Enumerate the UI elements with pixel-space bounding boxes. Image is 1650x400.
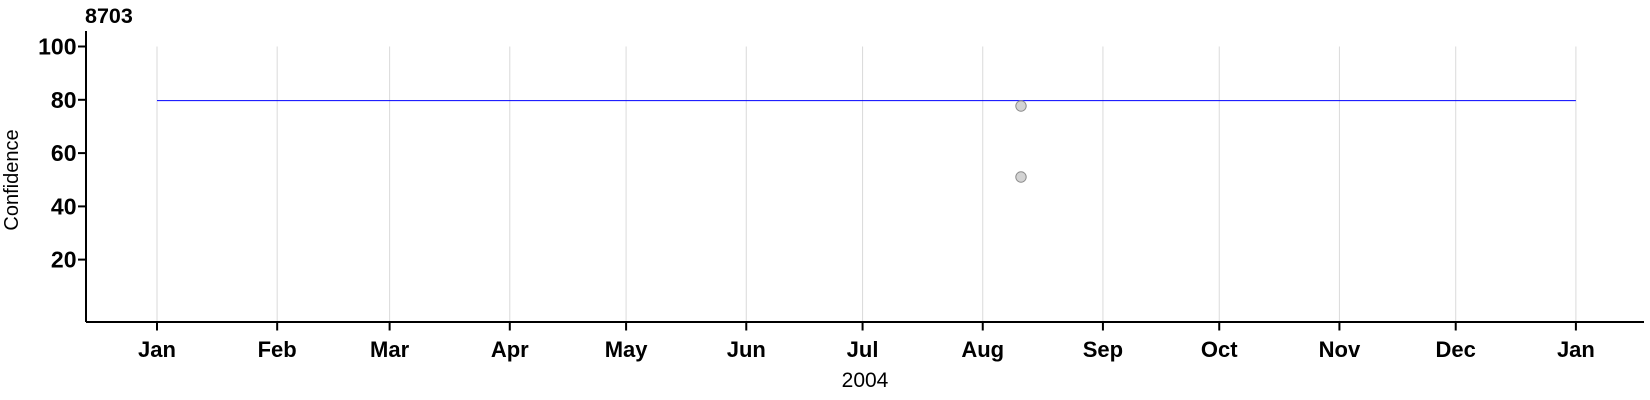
- svg-text:40: 40: [51, 193, 77, 219]
- svg-text:Jan: Jan: [138, 337, 176, 362]
- svg-text:Apr: Apr: [491, 337, 529, 362]
- svg-text:Jul: Jul: [847, 337, 879, 362]
- svg-text:8703: 8703: [85, 4, 133, 28]
- svg-text:Dec: Dec: [1436, 337, 1476, 362]
- svg-text:Mar: Mar: [370, 337, 410, 362]
- svg-text:20: 20: [51, 247, 77, 273]
- svg-text:100: 100: [38, 34, 76, 60]
- svg-text:60: 60: [51, 140, 77, 166]
- svg-text:Aug: Aug: [961, 337, 1004, 362]
- svg-text:Oct: Oct: [1201, 337, 1238, 362]
- svg-text:Nov: Nov: [1319, 337, 1361, 362]
- svg-text:Jan: Jan: [1557, 337, 1595, 362]
- svg-text:Feb: Feb: [258, 337, 297, 362]
- svg-text:80: 80: [51, 87, 77, 113]
- svg-text:Jun: Jun: [727, 337, 766, 362]
- svg-text:2004: 2004: [842, 369, 889, 392]
- svg-text:Sep: Sep: [1083, 337, 1123, 362]
- svg-text:May: May: [605, 337, 649, 362]
- svg-text:Confidence: Confidence: [1, 129, 23, 230]
